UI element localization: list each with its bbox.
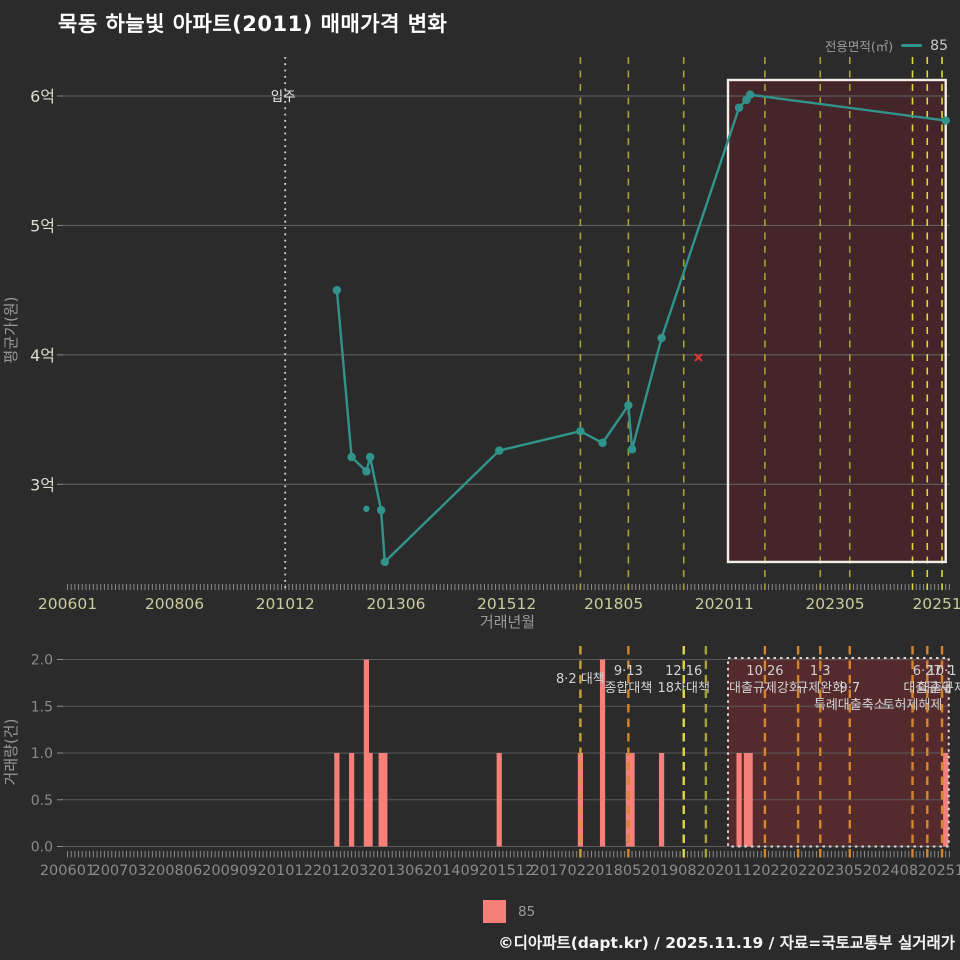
svg-text:3억: 3억: [30, 475, 55, 494]
svg-text:9·13: 9·13: [614, 664, 643, 679]
svg-text:200601: 200601: [40, 863, 95, 879]
svg-text:202510: 202510: [912, 595, 960, 613]
svg-text:12·16: 12·16: [665, 664, 702, 679]
volume-bar: [363, 659, 369, 847]
svg-text:1.5: 1.5: [31, 699, 53, 715]
line-series-swatch-icon: [901, 44, 923, 47]
svg-text:202011: 202011: [697, 863, 752, 879]
top-legend: 전용면적(㎡) 85: [825, 36, 948, 55]
svg-text:201306: 201306: [366, 595, 425, 613]
source-credit: ©디아파트(dapt.kr) / 2025.11.19 / 자료=국토교통부 실…: [498, 934, 955, 952]
page-title: 묵동 하늘빛 아파트(2011) 매매가격 변화: [58, 12, 448, 36]
svg-text:0.5: 0.5: [31, 793, 53, 809]
svg-text:201512: 201512: [477, 595, 536, 613]
svg-text:6·27: 6·27: [913, 664, 942, 679]
volume-bar: [736, 753, 742, 847]
svg-text:201409: 201409: [424, 863, 479, 879]
volume-bar: [577, 753, 584, 847]
canceled-transaction-marker: [694, 353, 703, 362]
svg-text:2.0: 2.0: [31, 653, 53, 669]
svg-text:1.0: 1.0: [31, 746, 53, 762]
svg-text:201012: 201012: [258, 863, 313, 879]
svg-text:201805: 201805: [586, 863, 641, 879]
svg-text:대출규제강화: 대출규제강화: [729, 681, 801, 696]
bottom-legend: 85: [483, 900, 535, 923]
top-legend-value: 85: [930, 37, 948, 54]
svg-text:6억: 6억: [30, 87, 55, 106]
volume-bar: [382, 753, 388, 847]
svg-text:201512: 201512: [479, 863, 534, 879]
volume-bar: [599, 659, 606, 847]
bar-series-swatch-icon: [483, 900, 506, 923]
price-chart: 6억 5억 4억 3억 200601 200806 201012 201306 201512 20…: [2, 57, 960, 631]
volume-bar: [378, 753, 384, 847]
svg-text:202511: 202511: [918, 863, 960, 879]
svg-text:202408: 202408: [863, 863, 918, 879]
volume-bar: [334, 753, 340, 847]
svg-text:201908: 201908: [641, 863, 696, 879]
volume-bar: [349, 753, 355, 847]
svg-text:10·1: 10·1: [928, 664, 957, 679]
svg-text:1·3: 1·3: [810, 664, 831, 679]
svg-text:200806: 200806: [145, 595, 204, 613]
volume-bar: [625, 753, 631, 847]
volume-bar: [943, 753, 949, 847]
svg-text:200601: 200601: [38, 595, 97, 613]
svg-text:200806: 200806: [147, 863, 202, 879]
svg-text:10·26: 10·26: [746, 664, 783, 679]
volume-bar: [658, 753, 665, 847]
svg-text:201306: 201306: [368, 863, 423, 879]
svg-text:5억: 5억: [30, 216, 55, 235]
svg-text:대출규제: 대출규제: [918, 681, 960, 696]
svg-text:규제완화: 규제완화: [796, 681, 844, 696]
svg-text:200909: 200909: [202, 863, 257, 879]
svg-text:종합대책: 종합대책: [604, 681, 652, 696]
top-legend-label: 전용면적(㎡): [824, 39, 894, 54]
svg-text:거래량(건): 거래량(건): [2, 719, 20, 786]
svg-text:202202: 202202: [752, 863, 807, 879]
volume-bar: [629, 753, 635, 847]
svg-text:202305: 202305: [807, 863, 862, 879]
svg-text:0.0: 0.0: [31, 840, 53, 856]
svg-text:거래년월: 거래년월: [480, 613, 535, 631]
svg-text:201012: 201012: [256, 595, 315, 613]
svg-text:평균가(원): 평균가(원): [2, 297, 20, 364]
svg-text:18차대책: 18차대책: [658, 681, 710, 696]
bottom-legend-value: 85: [518, 904, 536, 920]
svg-text:201805: 201805: [584, 595, 643, 613]
svg-text:201203: 201203: [313, 863, 368, 879]
svg-text:토허제해제: 토허제해제: [883, 698, 943, 713]
svg-text:특례대출축소: 특례대출축소: [814, 698, 886, 713]
svg-text:4억: 4억: [30, 346, 55, 365]
volume-bar: [747, 753, 753, 847]
svg-text:202011: 202011: [695, 595, 754, 613]
svg-text:입주: 입주: [271, 89, 296, 105]
volume-bar: [743, 753, 750, 847]
svg-text:202305: 202305: [805, 595, 864, 613]
volume-bar: [367, 753, 373, 847]
svg-text:8·2 대책: 8·2 대책: [556, 672, 605, 687]
svg-text:200703: 200703: [91, 863, 146, 879]
volume-bar: [496, 753, 502, 847]
svg-text:대출규제: 대출규제: [903, 681, 951, 696]
svg-text:9·7: 9·7: [839, 681, 860, 696]
svg-text:201702: 201702: [531, 863, 586, 879]
